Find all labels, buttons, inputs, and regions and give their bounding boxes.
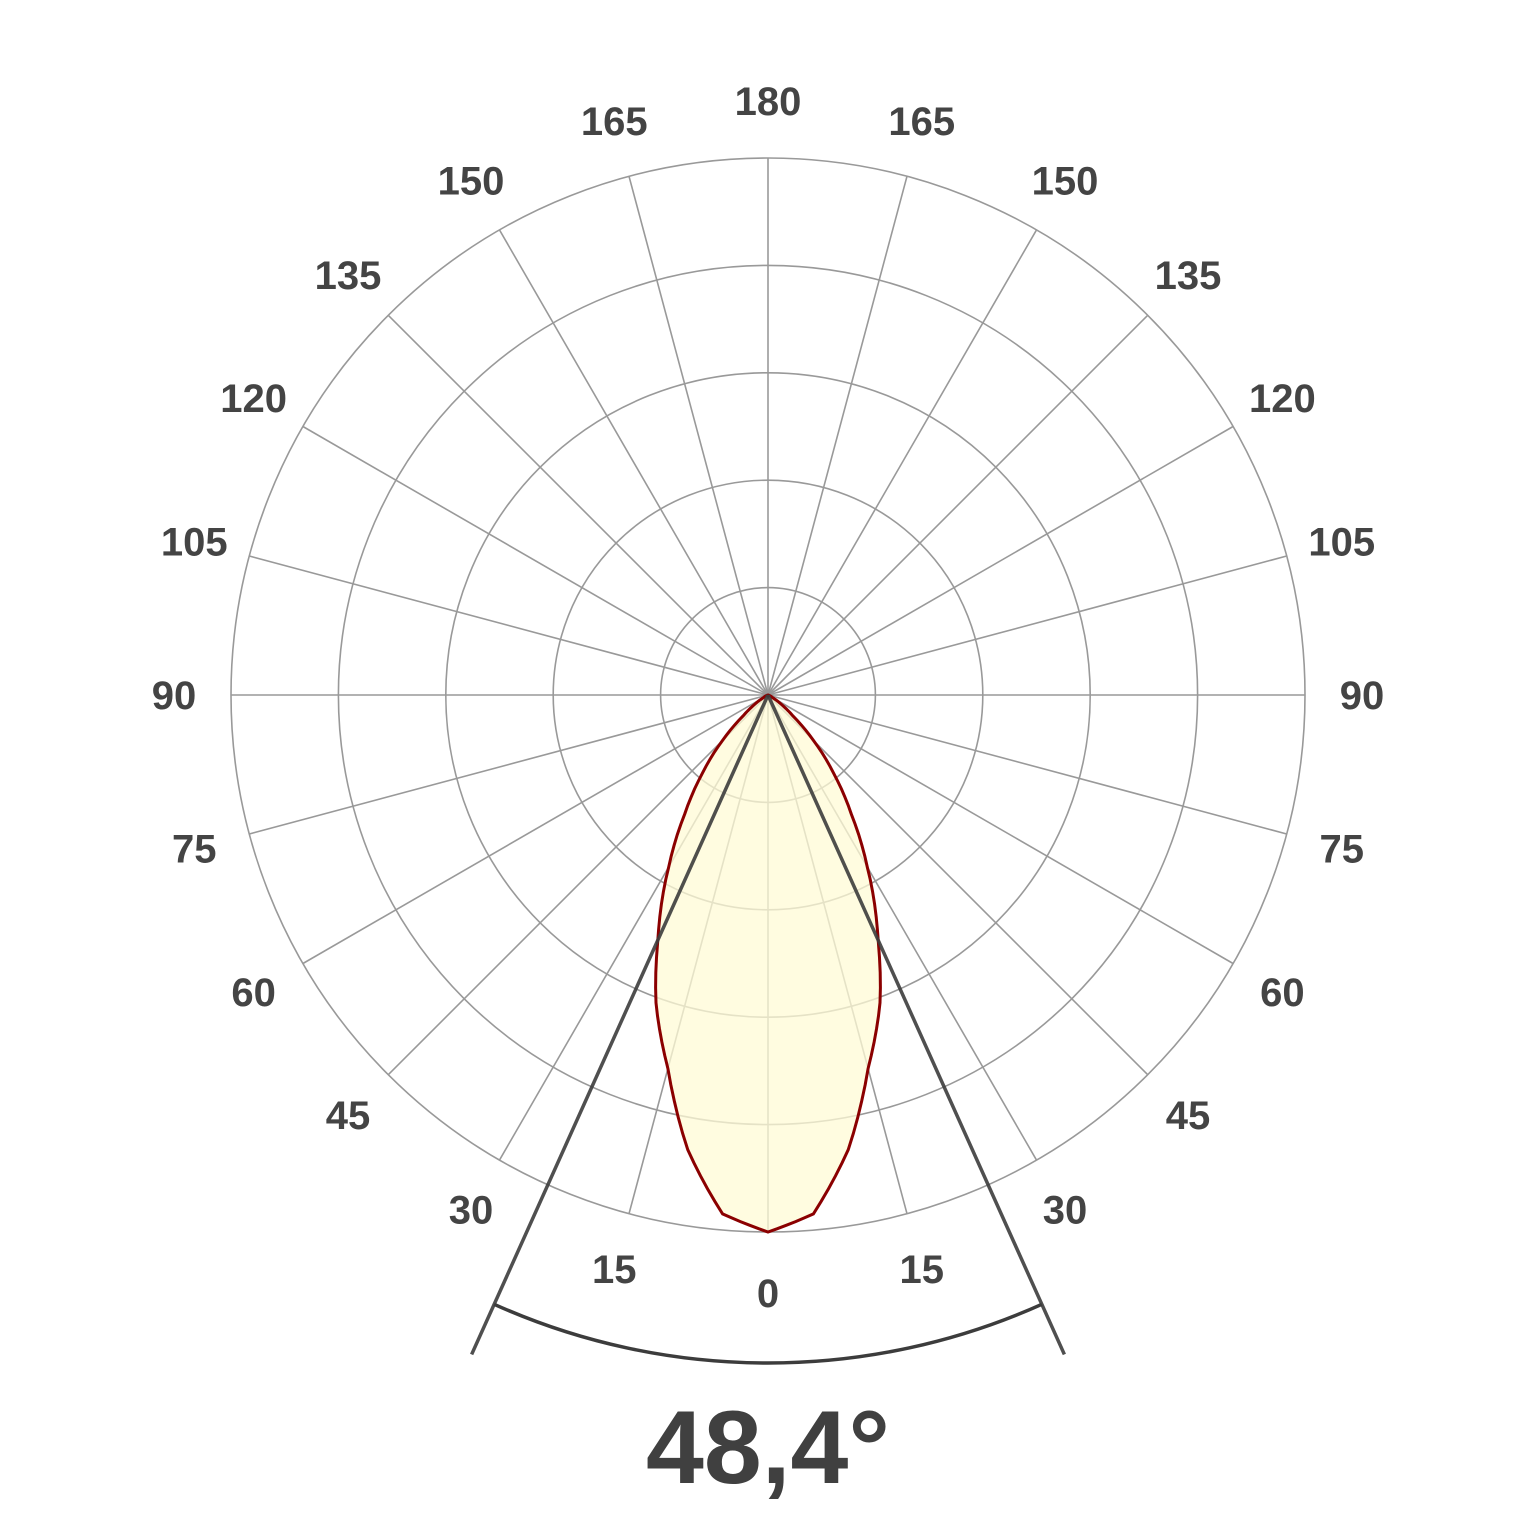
angle-tick-label: 90 bbox=[1340, 674, 1385, 718]
grid-spoke bbox=[628, 176, 769, 696]
angle-tick-label: 135 bbox=[1155, 254, 1222, 298]
grid-spoke bbox=[767, 425, 1234, 696]
beam-angle-label: 48,4° bbox=[646, 1390, 890, 1506]
angle-tick-label: 30 bbox=[449, 1188, 494, 1232]
grid-spoke bbox=[302, 425, 769, 696]
angle-tick-label: 0 bbox=[757, 1272, 779, 1316]
grid-spoke bbox=[249, 694, 769, 835]
angle-tick-label: 75 bbox=[172, 828, 217, 872]
angle-tick-label: 165 bbox=[888, 100, 955, 144]
angle-tick-label: 105 bbox=[161, 520, 228, 564]
angle-tick-label: 45 bbox=[326, 1094, 371, 1138]
angle-tick-label: 15 bbox=[899, 1248, 944, 1292]
angle-tick-label: 120 bbox=[1249, 377, 1316, 421]
grid-spoke bbox=[767, 229, 1038, 696]
beam-edge-line bbox=[470, 694, 770, 1356]
beam-angle-marker bbox=[470, 694, 1066, 1365]
angle-tick-label: 180 bbox=[735, 80, 802, 124]
grid-spoke bbox=[767, 314, 1149, 696]
grid-spoke bbox=[387, 694, 769, 1076]
angle-tick-label: 90 bbox=[152, 674, 197, 718]
angle-tick-label: 15 bbox=[592, 1248, 637, 1292]
angle-tick-label: 30 bbox=[1043, 1188, 1088, 1232]
angle-tick-label: 45 bbox=[1166, 1094, 1211, 1138]
angle-tick-label: 135 bbox=[315, 254, 382, 298]
grid-spoke bbox=[767, 694, 1149, 1076]
angle-tick-label: 105 bbox=[1308, 520, 1375, 564]
grid-spoke bbox=[498, 229, 769, 696]
grid-spoke bbox=[767, 694, 1287, 835]
grid-spoke bbox=[302, 694, 769, 965]
angle-tick-label: 150 bbox=[1032, 160, 1099, 204]
angle-tick-label: 60 bbox=[231, 971, 276, 1015]
angle-tick-label: 60 bbox=[1260, 971, 1305, 1015]
grid-spoke bbox=[767, 694, 1234, 965]
grid-spoke bbox=[767, 176, 908, 696]
angle-tick-label: 120 bbox=[220, 377, 287, 421]
beam-angle-arc bbox=[493, 1302, 1043, 1365]
angle-tick-label: 150 bbox=[438, 160, 505, 204]
grid-spoke bbox=[387, 314, 769, 696]
beam-edge-line bbox=[766, 694, 1066, 1356]
angle-tick-labels: 0 15 15 30 30 45 45 60 60 75 75 90 90 105 105 120 120 135… bbox=[152, 80, 1385, 1316]
grid-spoke bbox=[249, 555, 769, 696]
angle-tick-label: 165 bbox=[581, 100, 648, 144]
grid-spoke bbox=[767, 555, 1287, 696]
intensity-curve bbox=[654, 693, 882, 1234]
angle-tick-label: 75 bbox=[1320, 828, 1365, 872]
